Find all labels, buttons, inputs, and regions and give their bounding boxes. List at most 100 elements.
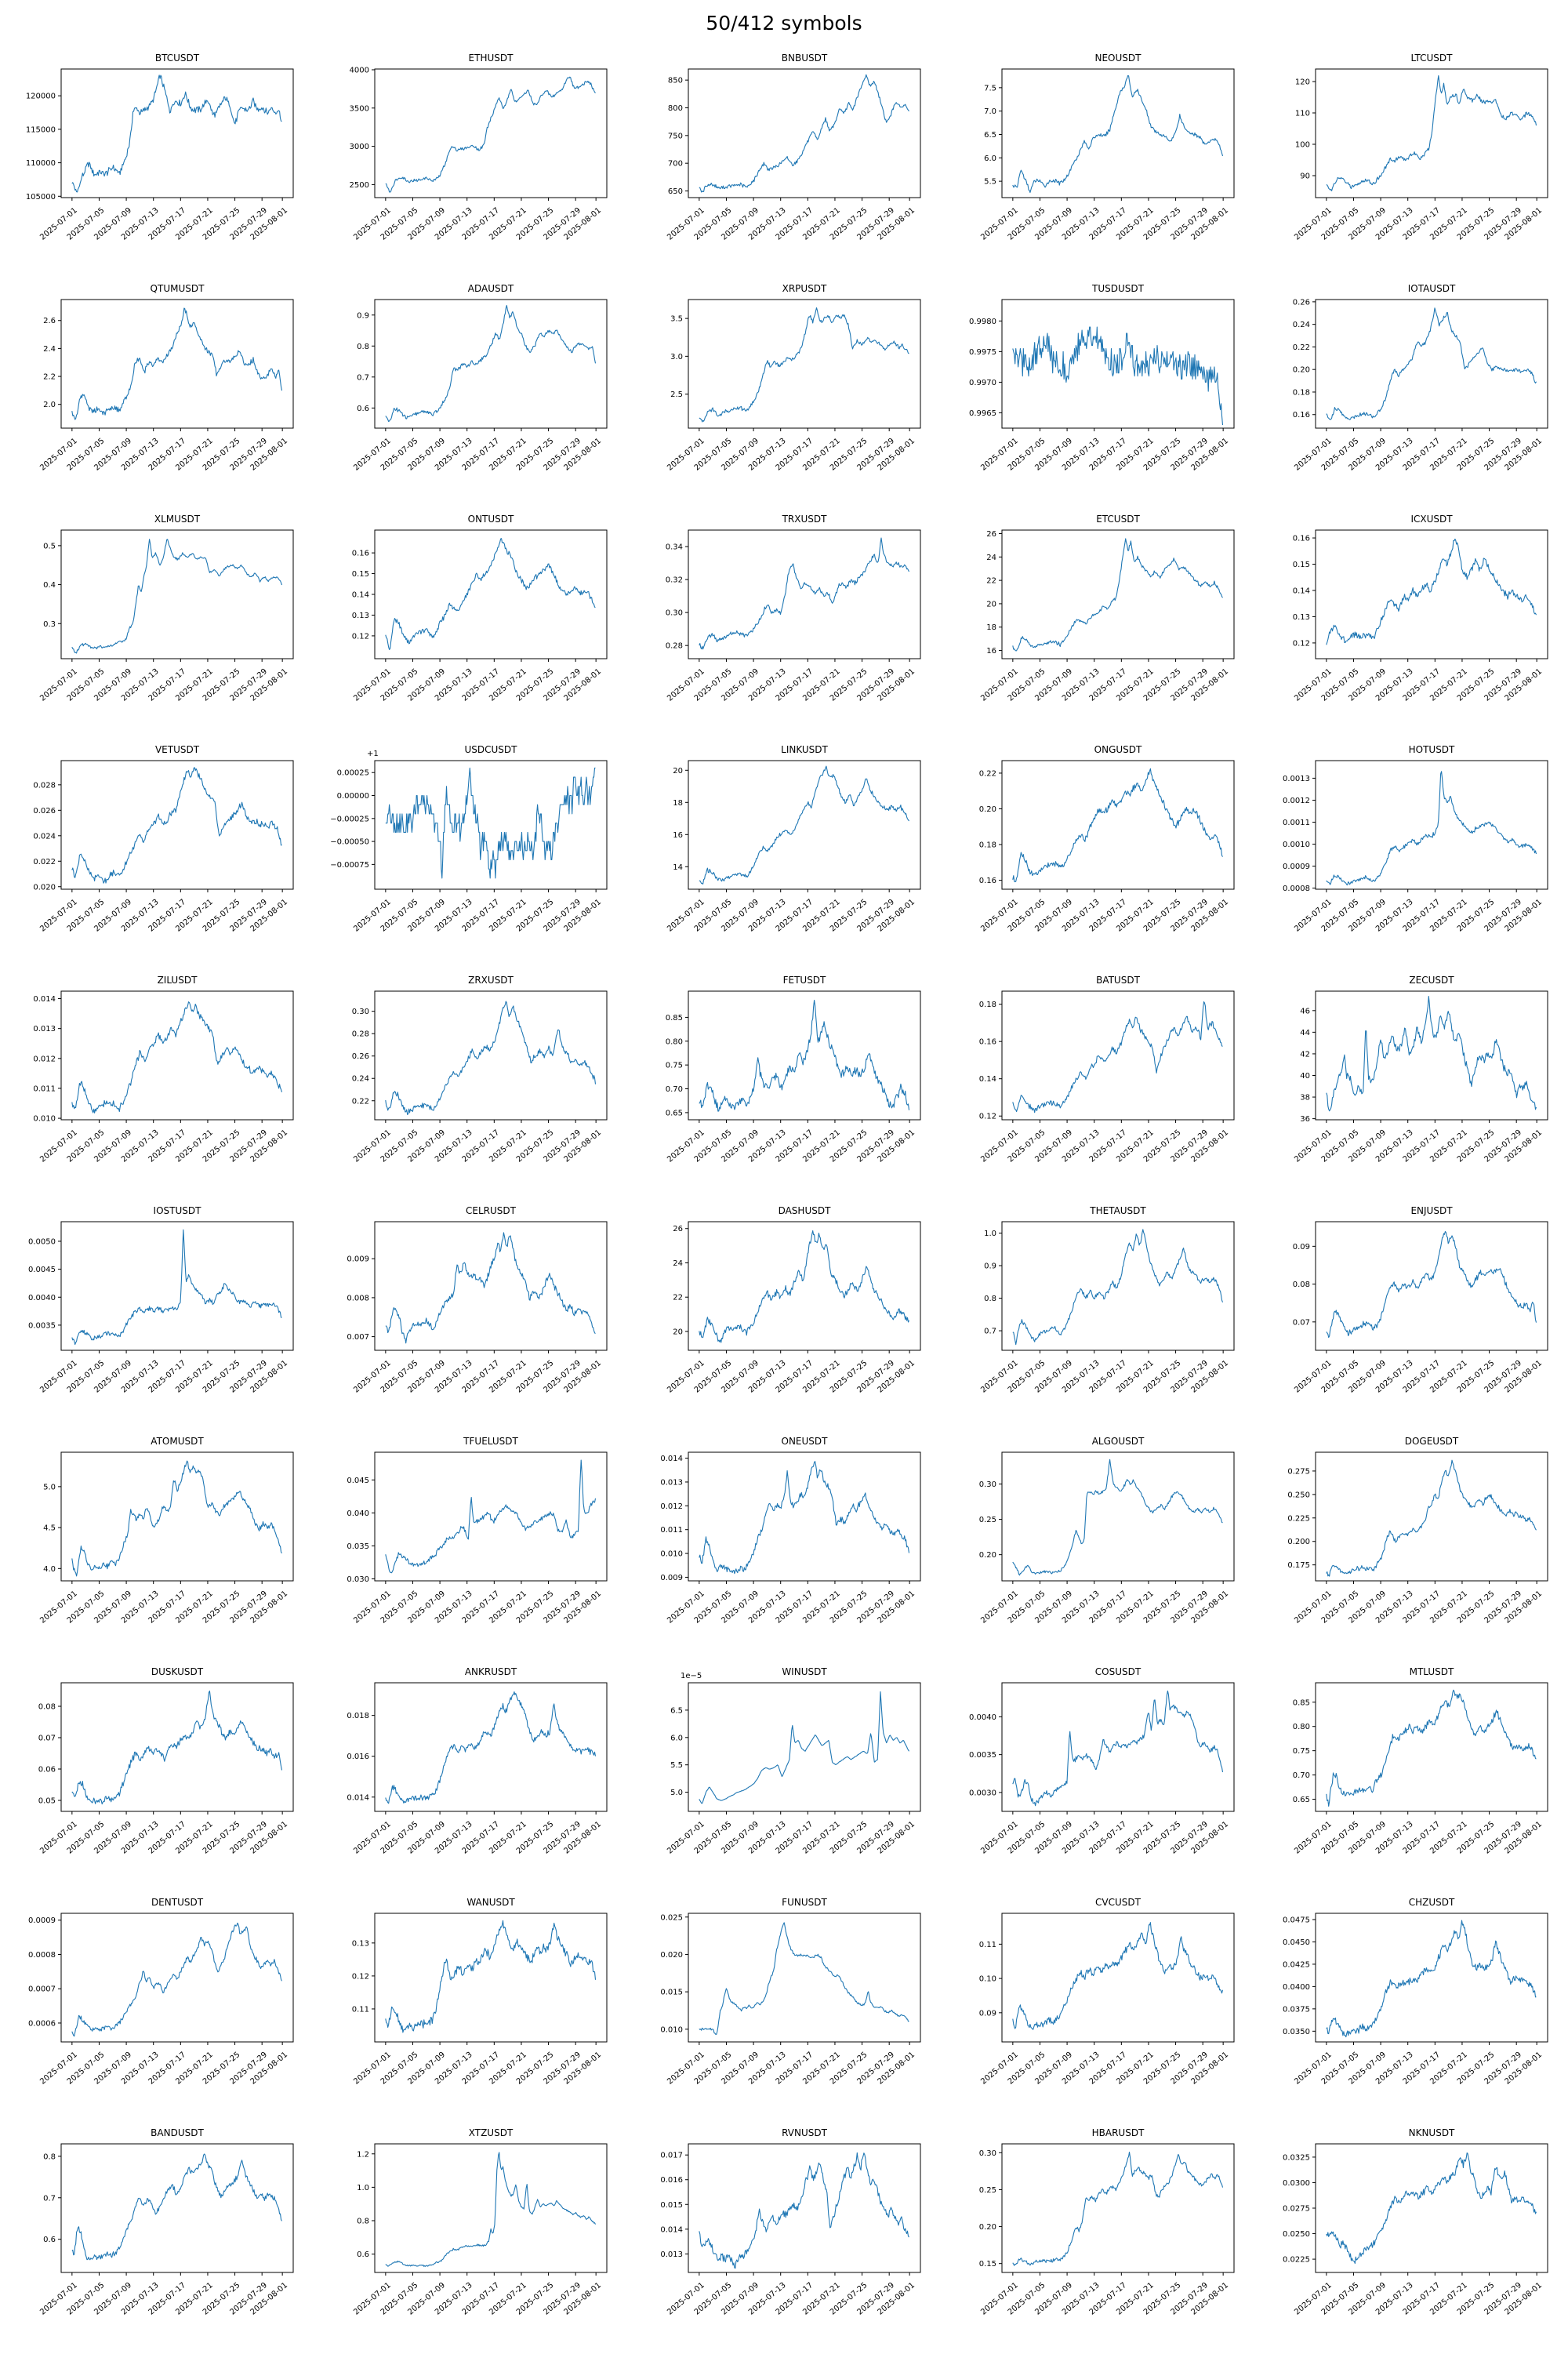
chart-cell: ONGUSDT 0.16 0.18 0.20 0.22 2025-07-01 2025-07… (941, 737, 1254, 968)
line-chart: HBARUSDT0.150.200.250.302025-07-012025-0… (979, 2127, 1235, 2317)
y-tick-label: 0.65 (1293, 1796, 1310, 1804)
price-line (385, 1920, 597, 2033)
y-tick-label: 22 (673, 1294, 683, 1302)
price-line (1012, 74, 1224, 194)
line-chart: LINKUSDT141618202025-07-012025-07-052025… (666, 744, 921, 934)
line-chart: ETCUSDT1618202224262025-07-012025-07-052… (979, 514, 1235, 703)
price-line (71, 1690, 283, 1805)
axes-frame (60, 1451, 294, 1582)
price-line (385, 1459, 597, 1574)
chart-cell: CVCUSDT 0.09 0.10 0.11 2025-07-01 2025-07-05 2… (941, 1890, 1254, 2120)
y-tick-label: 0.25 (979, 1516, 996, 1524)
axes-frame (60, 1221, 294, 1351)
chart-title: ZRXUSDT (468, 975, 514, 986)
axis-offset-label: 1e−5 (681, 1672, 702, 1680)
chart-title: IOTAUSDT (1408, 283, 1456, 294)
price-line (71, 767, 282, 884)
y-tick-label: 6.5 (984, 131, 996, 140)
chart-title: USDCUSDT (465, 744, 518, 755)
price-line (1326, 2152, 1537, 2265)
chart-title: HBARUSDT (1092, 2127, 1145, 2138)
line-chart: ONGUSDT0.160.180.200.222025-07-012025-07… (979, 744, 1235, 934)
chart-title: ENJUSDT (1410, 1205, 1453, 1216)
y-tick-label: 0.16 (352, 550, 369, 558)
chart-cell: TRXUSDT 0.28 0.30 0.32 0.34 2025-07-01 2025-07… (627, 507, 941, 737)
chart-cell: IOSTUSDT 0.0035 0.0040 0.0045 0.0050 2025-07-… (0, 1198, 314, 1429)
chart-cell: DOGEUSDT 0.175 0.200 0.225 0.250 0.275 2025-07… (1254, 1429, 1568, 1659)
y-tick-label: 0.16 (979, 1038, 996, 1047)
price-line (1012, 1229, 1224, 1346)
price-line (71, 2153, 282, 2261)
y-tick-label: 2500 (350, 181, 369, 190)
axes-frame (688, 529, 921, 659)
y-tick-label: 0.0008 (28, 1951, 56, 1960)
line-chart: XRPUSDT2.53.03.52025-07-012025-07-052025… (666, 283, 921, 473)
y-tick-label: 120 (1295, 78, 1310, 87)
y-tick-label: 0.8 (984, 1295, 996, 1303)
y-tick-label: 0.20 (1293, 366, 1310, 375)
chart-cell: BATUSDT 0.12 0.14 0.16 0.18 2025-07-01 2025-07… (941, 968, 1254, 1198)
y-tick-label: 0.175 (1287, 1561, 1310, 1570)
y-tick-label: 0.12 (1293, 639, 1310, 648)
line-chart: ZECUSDT3638404244462025-07-012025-07-052… (1293, 975, 1548, 1164)
chart-cell: ADAUSDT 0.6 0.7 0.8 0.9 2025-07-01 2025-07-05 2… (314, 276, 627, 507)
chart-cell: WANUSDT 0.11 0.12 0.13 2025-07-01 2025-07-05 2… (314, 1890, 627, 2120)
y-tick-label: 0.015 (660, 1989, 683, 1997)
chart-title: XTZUSDT (469, 2127, 514, 2138)
y-tick-label: 7.0 (984, 107, 996, 116)
axes-frame (688, 1221, 921, 1351)
y-tick-label: 0.12 (979, 1113, 996, 1121)
line-chart: DASHUSDT202224262025-07-012025-07-052025… (666, 1205, 921, 1395)
axes-frame (1001, 68, 1235, 198)
chart-cell: TUSDUSDT 0.9965 0.9970 0.9975 0.9980 2025-07-… (941, 276, 1254, 507)
line-chart: NKNUSDT0.02250.02500.02750.03000.0325202… (1283, 2127, 1548, 2317)
chart-cell: ZRXUSDT 0.22 0.24 0.26 0.28 0.30 2025-07-01 202… (314, 968, 627, 1198)
axes-frame (60, 529, 294, 659)
y-tick-label: 0.09 (1293, 1243, 1310, 1251)
chart-title: ZILUSDT (158, 975, 198, 986)
chart-cell: ONEUSDT 0.009 0.010 0.011 0.012 0.013 0.014 202… (627, 1429, 941, 1659)
y-tick-label: 0.026 (33, 807, 56, 816)
y-tick-label: 0.75 (666, 1062, 683, 1070)
y-tick-label: 0.75 (1293, 1747, 1310, 1756)
y-tick-label: 0.035 (347, 1542, 369, 1551)
axes-frame (1001, 529, 1235, 659)
chart-title: MTLUSDT (1410, 1666, 1454, 1677)
chart-title: QTUMUSDT (151, 283, 205, 294)
y-tick-label: 0.028 (33, 781, 56, 790)
price-line (71, 74, 282, 193)
chart-cell: ZECUSDT 36 38 40 42 44 46 2025-07-01 2025-07-05 2… (1254, 968, 1568, 1198)
y-tick-label: 5.5 (984, 178, 996, 187)
y-tick-label: 0.011 (33, 1084, 56, 1093)
chart-cell: ONTUSDT 0.12 0.13 0.14 0.15 0.16 2025-07-01 202… (314, 507, 627, 737)
y-tick-label: 24 (673, 1259, 683, 1268)
y-tick-label: 0.18 (979, 841, 996, 850)
y-tick-label: 0.10 (979, 1975, 996, 1984)
y-tick-label: 0.30 (666, 609, 683, 618)
axes-frame (688, 760, 921, 890)
line-chart: XLMUSDT0.30.40.52025-07-012025-07-052025… (38, 514, 294, 703)
price-line (1012, 1690, 1224, 1807)
y-tick-label: 0.0325 (1283, 2153, 1310, 2162)
y-tick-label: 0.06 (38, 1766, 56, 1775)
price-line (699, 307, 909, 423)
price-line (385, 1001, 597, 1115)
chart-title: ZECUSDT (1409, 975, 1454, 986)
chart-cell: ETCUSDT 16 18 20 22 24 26 2025-07-01 2025-07-05 2… (941, 507, 1254, 737)
axes-frame (374, 2143, 608, 2273)
y-tick-label: 850 (668, 77, 683, 85)
axes-frame (60, 760, 294, 890)
price-line (1326, 1459, 1537, 1577)
y-tick-label: 0.009 (660, 1574, 683, 1582)
y-tick-label: 0.017 (660, 2152, 683, 2160)
chart-title: ETHUSDT (469, 53, 514, 64)
line-chart: FUNUSDT0.0100.0150.0200.0252025-07-01202… (660, 1897, 921, 2087)
chart-cell: NEOUSDT 5.5 6.0 6.5 7.0 7.5 2025-07-01 2025-07-… (941, 45, 1254, 276)
y-tick-label: 0.22 (979, 769, 996, 778)
y-tick-label: 16 (986, 647, 996, 656)
chart-title: CVCUSDT (1095, 1897, 1142, 1908)
chart-title: VETUSDT (155, 744, 200, 755)
y-tick-label: 0.030 (347, 1575, 369, 1584)
axes-frame (60, 68, 294, 198)
chart-title: ONGUSDT (1094, 744, 1142, 755)
